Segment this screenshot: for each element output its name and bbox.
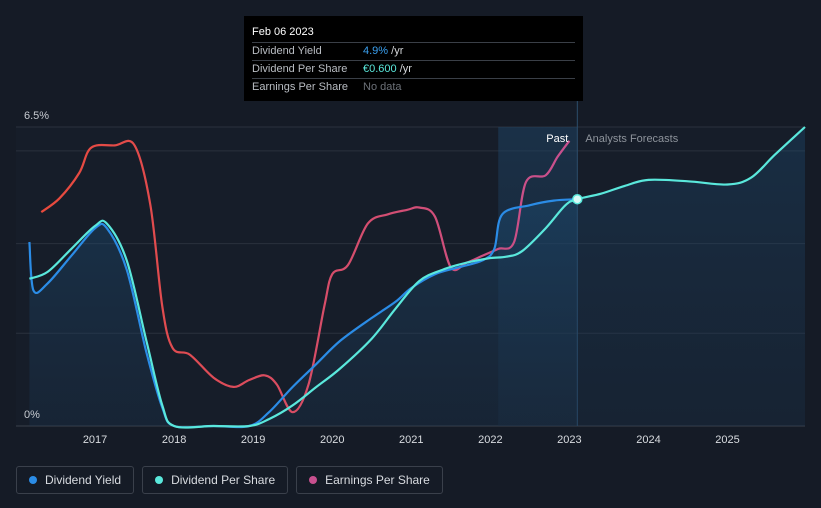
tooltip-row-earnings-per-share: Earnings Per Share No data (252, 78, 575, 96)
hover-tooltip: Feb 06 2023 Dividend Yield 4.9% /yr Divi… (244, 16, 583, 101)
dividend-per-share-line (29, 126, 806, 429)
legend-label: Dividend Per Share (171, 473, 276, 487)
x-tick-label: 2017 (83, 434, 107, 446)
axis-labels: 6.5% 0% 2017 2018 2019 2020 2021 2022 2023 2024 20… (24, 110, 740, 446)
tooltip-label: Earnings Per Share (252, 81, 348, 93)
legend-dot-icon (309, 476, 318, 484)
x-tick-label: 2019 (241, 434, 265, 446)
x-tick-label: 2024 (636, 434, 660, 446)
legend-dot-icon (29, 476, 37, 484)
legend-label: Dividend Yield (45, 473, 122, 487)
series-lines (28, 126, 806, 429)
tooltip-suffix: /yr (396, 63, 412, 75)
legend-item-dividend-per-share[interactable]: Dividend Per Share (142, 466, 289, 494)
forecast-label: Analysts Forecasts (585, 133, 678, 145)
forecast-area (577, 127, 805, 426)
legend-item-dividend-yield[interactable]: Dividend Yield (16, 466, 135, 494)
x-tick-label: 2025 (715, 434, 739, 446)
tooltip-row-dividend-yield: Dividend Yield 4.9% /yr (252, 42, 575, 60)
tooltip-label: Dividend Per Share (252, 63, 348, 75)
x-tick-label: 2020 (320, 434, 344, 446)
tooltip-value: 4.9% (363, 45, 389, 57)
tooltip-value: €0.600 (363, 63, 397, 75)
tooltip-date: Feb 06 2023 (252, 26, 314, 38)
x-tick-label: 2018 (162, 434, 186, 446)
x-tick-label: 2023 (557, 434, 581, 446)
chart-legend: Dividend Yield Dividend Per Share Earnin… (16, 466, 443, 494)
legend-item-earnings-per-share[interactable]: Earnings Per Share (296, 466, 443, 494)
tooltip-label: Dividend Yield (252, 45, 322, 57)
series-areas (29, 127, 805, 428)
tooltip-row-dividend-per-share: Dividend Per Share €0.600 /yr (252, 60, 575, 78)
y-axis-top-label: 6.5% (24, 110, 49, 122)
y-axis-bottom-label: 0% (24, 409, 40, 421)
tooltip-value: No data (363, 81, 402, 93)
legend-label: Earnings Per Share (325, 473, 430, 487)
dividend-yield-line (28, 198, 578, 429)
x-tick-label: 2022 (478, 434, 502, 446)
earnings-per-share-line (40, 139, 571, 414)
highlight-point (572, 193, 583, 205)
legend-dot-icon (155, 476, 164, 484)
past-label: Past (546, 133, 568, 145)
dividend-yield-area (29, 199, 578, 428)
tooltip-suffix: /yr (388, 45, 404, 57)
x-tick-label: 2021 (399, 434, 423, 446)
